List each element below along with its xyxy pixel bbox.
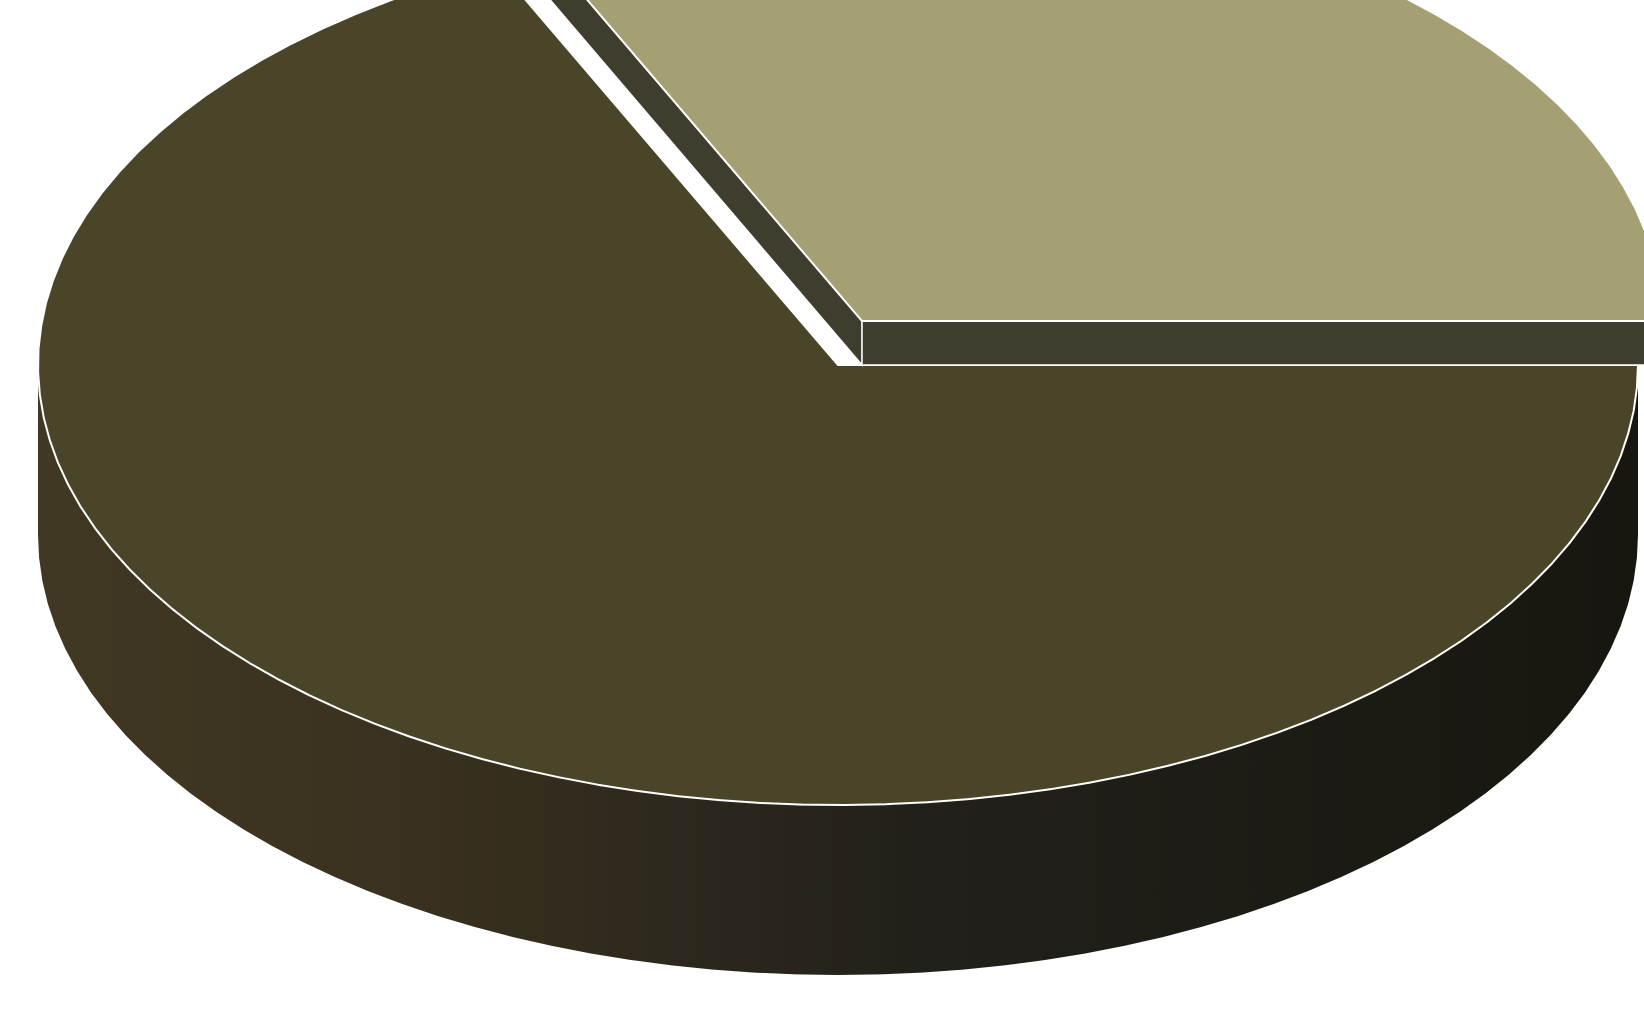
pie-slice-side-1 bbox=[38, 365, 1638, 975]
pie-slice-side-wall-b bbox=[861, 320, 1644, 366]
pie-slice-2 bbox=[37, 0, 1639, 806]
pie-slice-1 bbox=[586, 0, 1644, 322]
